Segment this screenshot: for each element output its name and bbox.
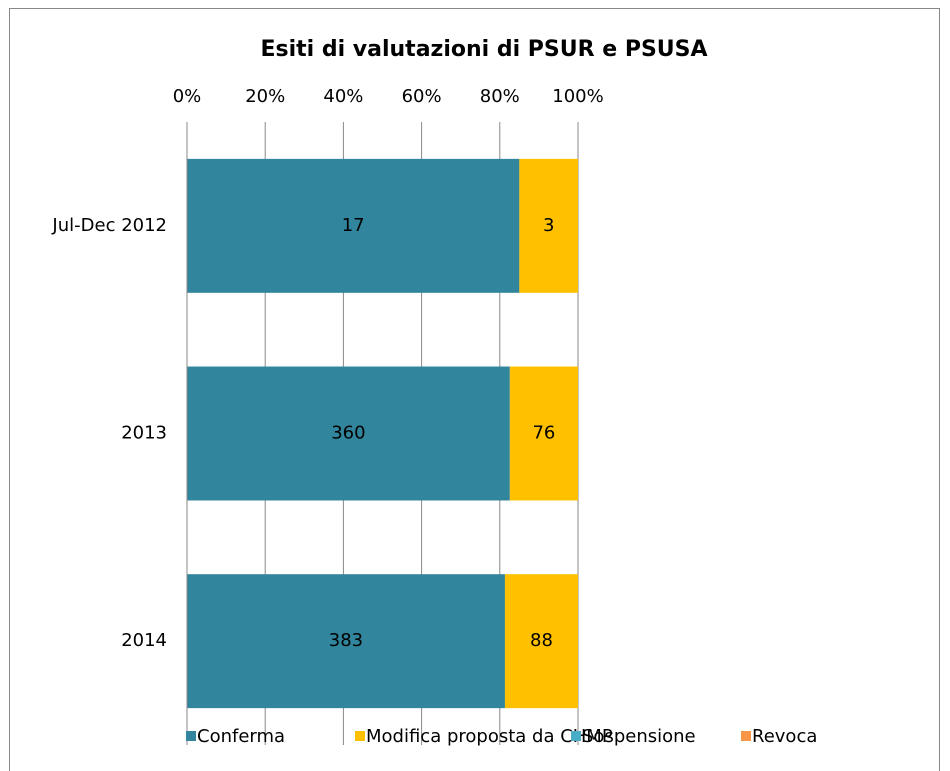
legend-swatch [355, 731, 365, 741]
legend-label: Sospensione [582, 726, 696, 747]
bar-segment [187, 574, 505, 709]
data-label: 3 [543, 215, 554, 236]
y-tick-label: 2013 [121, 423, 167, 444]
x-tick-label: 40% [323, 86, 363, 107]
x-tick-label: 20% [245, 86, 285, 107]
y-tick-label: 2014 [121, 630, 167, 651]
bar-segment [187, 366, 510, 501]
legend-label: Conferma [197, 726, 285, 747]
x-tick-label: 0% [173, 86, 202, 107]
chart-title: Esiti di valutazioni di PSUR e PSUSA [260, 37, 707, 62]
data-label: 88 [530, 630, 553, 651]
data-label: 360 [331, 423, 365, 444]
bar-segment [519, 158, 578, 293]
data-label: 383 [329, 630, 363, 651]
x-tick-label: 60% [402, 86, 442, 107]
bar-segment [509, 366, 578, 501]
data-label: 76 [532, 423, 555, 444]
y-tick-label: Jul-Dec 2012 [51, 215, 167, 236]
legend-swatch [186, 731, 196, 741]
legend-swatch [741, 731, 751, 741]
bar-segment [187, 158, 520, 293]
x-tick-label: 80% [480, 86, 520, 107]
legend-swatch [571, 731, 581, 741]
legend-label: Revoca [752, 726, 817, 747]
legend-label: Modifica proposta da CHMP [366, 726, 613, 747]
bar-segment [504, 574, 578, 709]
x-tick-label: 100% [552, 86, 603, 107]
data-label: 17 [342, 215, 365, 236]
